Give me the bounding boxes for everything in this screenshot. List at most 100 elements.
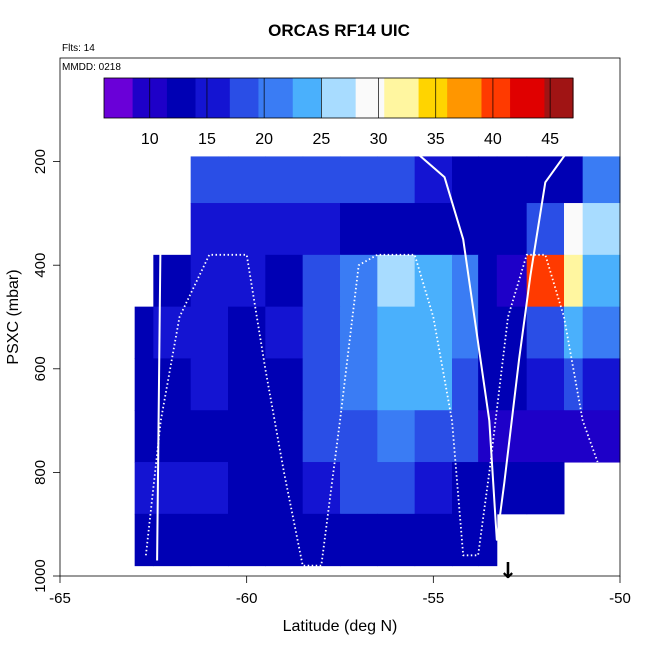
heatmap-cell — [582, 203, 621, 256]
colorbar-segment — [372, 78, 380, 118]
colorbar-segment — [315, 78, 322, 118]
colorbar-segment — [412, 78, 420, 118]
colorbar-segment — [401, 78, 408, 118]
heatmap-cell — [582, 306, 621, 359]
colorbar-segment — [115, 78, 122, 118]
colorbar-segment — [544, 78, 551, 118]
heatmap-cell — [452, 513, 479, 567]
colorbar-segment — [532, 78, 540, 118]
heatmap-cell — [377, 410, 416, 463]
colorbar-segment — [281, 78, 288, 118]
colorbar-segment — [321, 78, 328, 118]
colorbar-segment — [327, 78, 334, 118]
heatmap-cell — [228, 462, 266, 515]
colorbar-segment — [332, 78, 340, 118]
heatmap-cell — [228, 410, 266, 463]
heatmap-cell — [302, 306, 341, 359]
colorbar-segment — [235, 78, 242, 118]
flight-track-line — [156, 147, 620, 561]
colorbar-segment — [172, 78, 179, 118]
flight-track-dotted — [145, 253, 599, 567]
colorbar-segment — [178, 78, 185, 118]
heatmap-cell — [302, 410, 341, 463]
colorbar-tick-label: 10 — [141, 131, 159, 148]
colorbar-segment — [567, 78, 574, 118]
heatmap-cell — [526, 410, 565, 463]
heatmap-cell — [526, 358, 565, 411]
heatmap-cells — [134, 156, 621, 567]
colorbar-segment — [470, 78, 477, 118]
heatmap-cell — [478, 410, 498, 463]
heatmap-cell — [452, 156, 479, 204]
heatmap-cell — [564, 410, 584, 463]
heatmap-cell — [302, 254, 341, 308]
heatmap-cell — [302, 513, 341, 567]
colorbar: 10 15 20 25 30 35 40 45 — [103, 77, 574, 148]
heatmap-cell — [582, 156, 621, 204]
colorbar-segment — [487, 78, 494, 118]
heatmap-cell — [452, 203, 479, 256]
heatmap-cell — [478, 254, 498, 308]
heatmap-cell — [228, 254, 266, 308]
heatmap-cell — [414, 254, 453, 308]
colorbar-segment — [498, 78, 505, 118]
colorbar-segment — [212, 78, 219, 118]
heatmap-cell — [496, 254, 528, 308]
colorbar-tick-label: 25 — [312, 131, 330, 148]
colorbar-segment — [550, 78, 557, 118]
colorbar-segment — [367, 78, 374, 118]
colorbar-segment — [527, 78, 534, 118]
y-tick-label: 400 — [32, 253, 49, 278]
heatmap-cell — [340, 203, 378, 256]
colorbar-segment — [229, 78, 237, 118]
heatmap-cell — [340, 410, 378, 463]
colorbar-segment — [349, 78, 357, 118]
heatmap-cell — [496, 358, 528, 411]
colorbar-segment — [218, 78, 225, 118]
colorbar-segment — [452, 78, 460, 118]
heatmap-cell — [414, 410, 453, 463]
x-tick-label: -65 — [49, 590, 71, 607]
heatmap-cell — [564, 156, 584, 204]
heatmap-cell — [526, 462, 565, 515]
colorbar-segment — [241, 78, 248, 118]
colorbar-segment — [384, 78, 391, 118]
colorbar-tick-label: 15 — [198, 131, 216, 148]
colorbar-tick-label: 20 — [255, 131, 273, 148]
colorbar-tick-label: 45 — [541, 131, 559, 148]
heatmap-cell — [340, 156, 378, 204]
colorbar-segment — [561, 78, 568, 118]
heatmap-cell — [496, 156, 528, 204]
colorbar-segment — [201, 78, 208, 118]
colorbar-segment — [441, 78, 448, 118]
x-tick-label: -60 — [236, 590, 258, 607]
y-axis-label: PSXC (mbar) — [5, 269, 22, 364]
heatmap-cell — [265, 462, 304, 515]
colorbar-segment — [269, 78, 277, 118]
colorbar-tick-label: 30 — [370, 131, 388, 148]
colorbar-segment — [424, 78, 431, 118]
latitude-marker-arrow: ↓ — [499, 559, 517, 584]
heatmap-cell — [564, 203, 584, 256]
heatmap-cell — [153, 462, 192, 515]
heatmap-cell — [134, 513, 154, 567]
colorbar-segment — [246, 78, 254, 118]
colorbar-segment — [430, 78, 437, 118]
heatmap-cell — [452, 410, 479, 463]
colorbar-segment — [189, 78, 197, 118]
y-tick-label: 200 — [32, 149, 49, 174]
colorbar-segment — [355, 78, 362, 118]
colorbar-segment — [378, 78, 385, 118]
heatmap-cell — [228, 306, 266, 359]
heatmap-cell — [377, 358, 416, 411]
heatmap-cell — [302, 156, 341, 204]
heatmap-cell — [377, 306, 416, 359]
colorbar-segment — [510, 78, 517, 118]
heatmap-cell — [190, 203, 229, 256]
heatmap-cell — [377, 156, 416, 204]
heatmap-cell — [340, 358, 378, 411]
heatmap-cell — [228, 358, 266, 411]
heatmap-cell — [265, 254, 304, 308]
colorbar-segment — [447, 78, 454, 118]
colorbar-segment — [389, 78, 397, 118]
